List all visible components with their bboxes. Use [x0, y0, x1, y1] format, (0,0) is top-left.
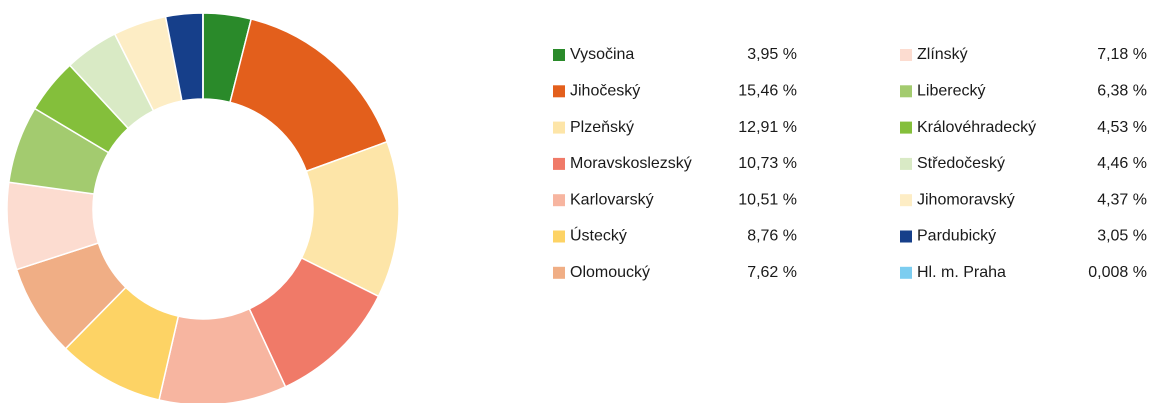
legend-swatch	[900, 121, 912, 134]
legend-swatch	[553, 49, 565, 61]
legend-label: Olomoucký	[570, 264, 650, 281]
legend-label: Karlovarský	[570, 191, 654, 208]
legend-swatch	[900, 194, 912, 207]
legend-value: 10,73 %	[738, 155, 797, 172]
legend-value: 3,95 %	[747, 46, 797, 63]
legend-swatch	[900, 157, 912, 170]
legend-label: Moravskoslezský	[570, 155, 692, 172]
legend-label: Jihočeský	[570, 83, 640, 100]
legend-value: 4,53 %	[1097, 119, 1147, 136]
legend-value: 7,18 %	[1097, 46, 1147, 63]
legend-swatch	[553, 121, 565, 134]
legend-label: Zlínský	[917, 46, 968, 63]
legend-value: 0,008 %	[1088, 264, 1147, 281]
legend-swatch	[900, 230, 912, 243]
legend-label: Plzeňský	[570, 119, 634, 136]
legend-swatch	[553, 266, 565, 279]
legend-label: Ústecký	[570, 226, 627, 245]
legend-swatch	[553, 194, 565, 207]
legend-swatch	[553, 157, 565, 170]
legend-value: 7,62 %	[747, 264, 797, 281]
legend-value: 6,38 %	[1097, 83, 1147, 100]
legend-label: Liberecký	[917, 83, 985, 100]
donut-slice	[229, 18, 389, 173]
legend-value: 15,46 %	[738, 83, 797, 100]
legend-label: Královéhradecký	[917, 119, 1036, 136]
legend-swatch	[900, 49, 912, 61]
legend-label: Jihomoravský	[917, 191, 1015, 208]
legend-swatch	[900, 266, 912, 279]
legend-label: Středočeský	[917, 155, 1005, 172]
legend-swatch	[553, 85, 565, 98]
legend-value: 3,05 %	[1097, 228, 1147, 245]
legend-label: Hl. m. Praha	[917, 264, 1006, 281]
legend-value: 12,91 %	[738, 119, 797, 136]
legend-label: Pardubický	[917, 228, 996, 245]
legend-swatch	[900, 85, 912, 98]
legend-value: 8,76 %	[747, 228, 797, 245]
legend-label: Vysočina	[570, 46, 634, 63]
legend-value: 10,51 %	[738, 191, 797, 208]
legend-value: 4,46 %	[1097, 155, 1147, 172]
legend-value: 4,37 %	[1097, 191, 1147, 208]
legend-swatch	[553, 230, 565, 243]
